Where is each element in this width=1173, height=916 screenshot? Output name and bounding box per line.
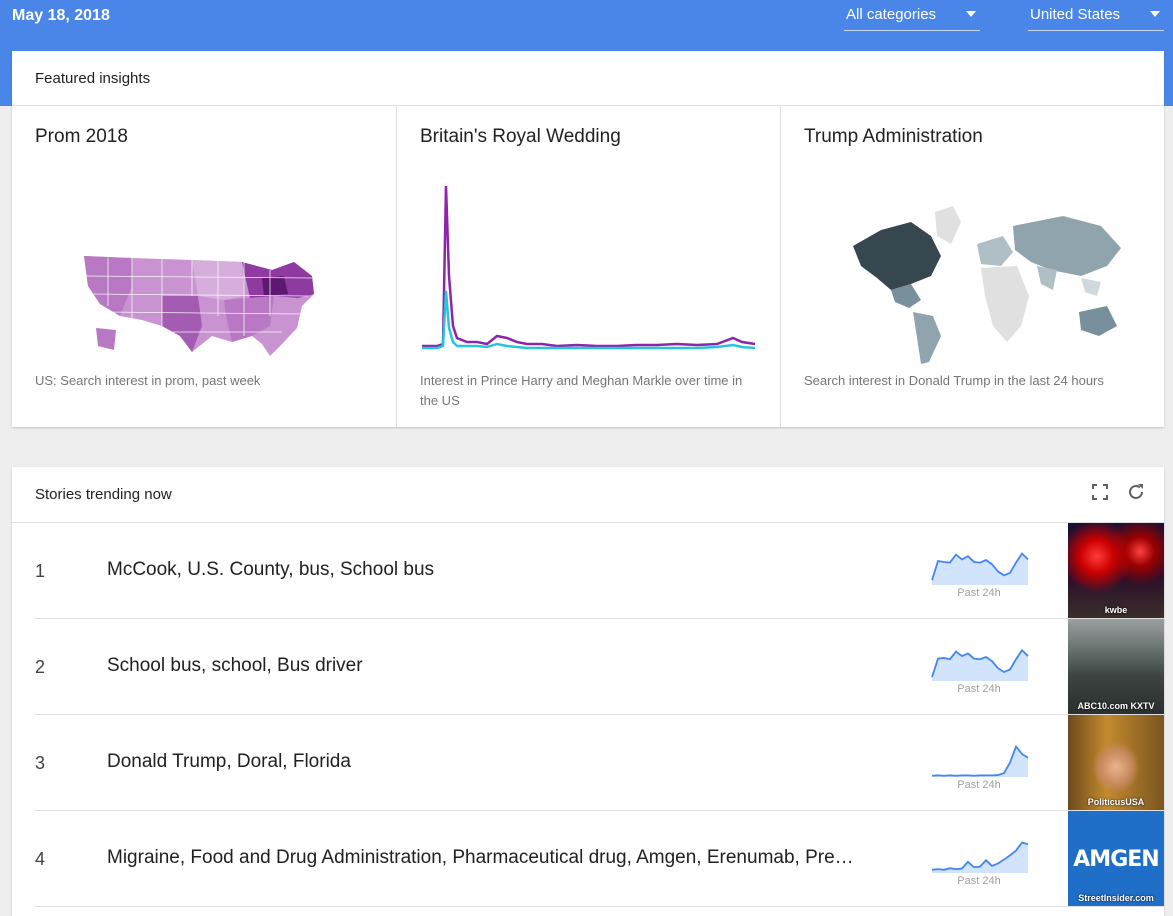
story-thumbnail[interactable]: kwbe [1068, 523, 1164, 618]
story-row[interactable]: 2 School bus, school, Bus driver Past 24… [12, 619, 1164, 715]
insight-royal-wedding[interactable]: Britain's Royal Wedding Interest in Prin… [396, 106, 780, 427]
geo-dropdown-label: United States [1030, 6, 1121, 23]
story-sparkline [931, 744, 1029, 777]
story-thumbnail[interactable]: PoliticusUSA [1068, 715, 1164, 810]
sparkline-label: Past 24h [957, 779, 1001, 791]
sparkline-line [931, 841, 1029, 871]
story-row[interactable]: 4 Migraine, Food and Drug Administration… [12, 811, 1164, 907]
image-source: PoliticusUSA [1087, 797, 1145, 807]
story-rank: 3 [35, 753, 46, 773]
geo-dropdown[interactable]: United States [1028, 0, 1164, 31]
story-title[interactable]: McCook, U.S. County, bus, School bus [107, 559, 435, 580]
insight-trump-administration[interactable]: Trump Administration Search interest in … [780, 106, 1164, 427]
stories-trending-card: Stories trending now 1 McCook, U.S. Coun… [12, 467, 1164, 916]
featured-insights-header: Featured insights [12, 51, 1164, 106]
insight-description: US: Search interest in prom, past week [35, 373, 261, 388]
stories-header-title: Stories trending now [35, 486, 172, 503]
insight-title: Trump Administration [804, 126, 983, 147]
chevron-down-icon [966, 11, 976, 17]
chevron-down-icon [1150, 11, 1160, 17]
story-rank: 2 [35, 657, 46, 677]
story-row[interactable]: 1 McCook, U.S. County, bus, School bus P… [12, 523, 1164, 619]
story-title[interactable]: Migraine, Food and Drug Administration, … [107, 847, 854, 868]
stories-header: Stories trending now [12, 467, 1164, 523]
image-source: kwbe [1104, 605, 1128, 615]
date-label: May 18, 2018 [12, 7, 110, 24]
story-rank: 4 [35, 849, 46, 869]
insight-title: Prom 2018 [35, 126, 128, 147]
featured-insights-card: Featured insights Prom 2018 US: Search i… [12, 51, 1164, 427]
story-title[interactable]: School bus, school, Bus driver [107, 655, 363, 676]
story-title[interactable]: Donald Trump, Doral, Florida [107, 751, 351, 772]
chart-line-harry [422, 185, 756, 348]
story-sparkline [931, 552, 1029, 585]
insight-title: Britain's Royal Wedding [420, 126, 621, 147]
story-row[interactable]: 3 Donald Trump, Doral, Florida Past 24h … [12, 715, 1164, 811]
category-dropdown[interactable]: All categories [844, 0, 980, 31]
sparkline-area [932, 842, 1028, 873]
story-rank: 1 [35, 561, 46, 581]
sparkline-line [931, 744, 1029, 777]
story-thumbnail[interactable]: AMGEN StreetInsider.com [1068, 811, 1164, 906]
image-source: ABC10.com KXTV [1077, 701, 1155, 711]
refresh-icon[interactable] [1125, 481, 1147, 503]
royal-wedding-line-chart [422, 185, 756, 350]
category-dropdown-label: All categories [846, 6, 937, 23]
sparkline-area [932, 650, 1028, 681]
sparkline-label: Past 24h [957, 683, 1001, 695]
story-thumbnail[interactable]: ABC10.com KXTV [1068, 619, 1164, 714]
amgen-logo: AMGEN [1073, 847, 1159, 872]
expand-icon[interactable] [1089, 481, 1111, 503]
story-sparkline [931, 841, 1029, 873]
sparkline-label: Past 24h [957, 587, 1001, 599]
insight-prom[interactable]: Prom 2018 US: Search interest in prom, p… [12, 106, 396, 427]
sparkline-label: Past 24h [957, 875, 1001, 887]
chart-line-meghan [422, 290, 756, 350]
sparkline-area [932, 553, 1028, 585]
us-map-visual [84, 256, 314, 356]
insight-description: Search interest in Donald Trump in the l… [804, 373, 1104, 388]
world-map-visual [853, 206, 1121, 364]
image-source: StreetInsider.com [1078, 893, 1154, 903]
insight-description: Interest in Prince Harry and Meghan Mark… [420, 373, 743, 408]
story-sparkline [931, 648, 1029, 681]
sparkline-line [931, 648, 1029, 678]
sparkline-line [931, 552, 1029, 581]
